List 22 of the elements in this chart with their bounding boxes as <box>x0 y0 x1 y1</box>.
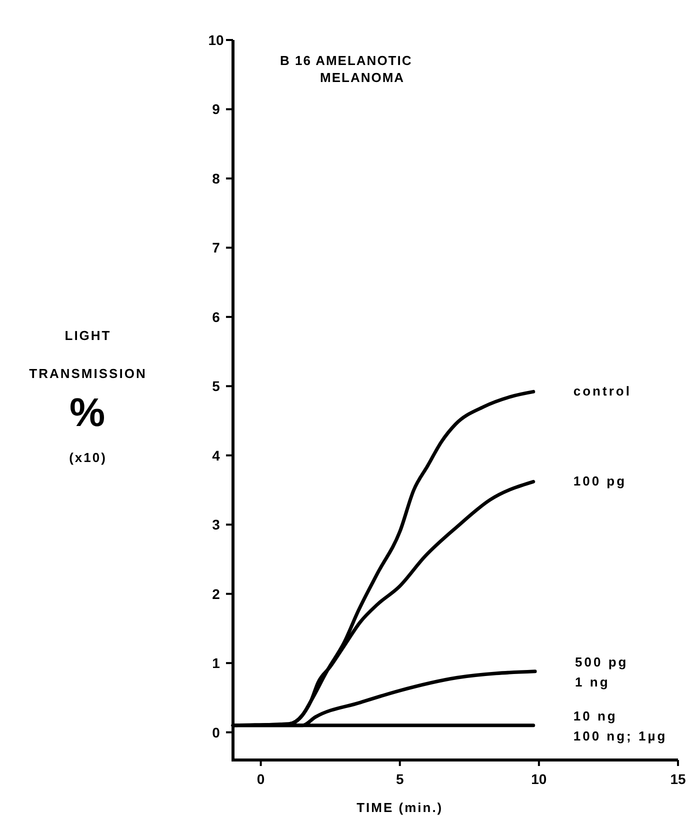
text: 100 pg <box>573 474 627 489</box>
text: LIGHT TRANSMISSION % (x10) <box>29 328 147 465</box>
y-tick-label: 2 <box>212 586 220 602</box>
y-tick-label: 7 <box>212 240 220 256</box>
x-axis-title: TIME (min.) <box>356 800 444 815</box>
text: B 16 AMELANOTIC MELANOMA <box>280 53 412 85</box>
x-tick-label: 10 <box>531 771 547 787</box>
text: 500 pg 1 ng <box>575 654 628 690</box>
y-tick-label: 3 <box>212 516 220 533</box>
y-tick-label: 1 <box>212 655 220 672</box>
y-tick-label: 4 <box>212 447 220 464</box>
y-tick-label: 5 <box>212 378 220 394</box>
text: control <box>573 384 632 399</box>
x-tick-label: 0 <box>256 771 265 787</box>
y-tick-label: 8 <box>212 170 220 186</box>
x-tick-label: 15 <box>670 771 686 787</box>
y-tick-label: 0 <box>212 724 220 740</box>
x-tick-label: 5 <box>396 771 404 787</box>
y-tick-label: 6 <box>212 308 220 325</box>
y-tick-label: 10 <box>208 32 224 48</box>
text: 10 ng 100 ng; 1µg <box>573 708 668 744</box>
y-tick-label: 9 <box>212 101 220 118</box>
